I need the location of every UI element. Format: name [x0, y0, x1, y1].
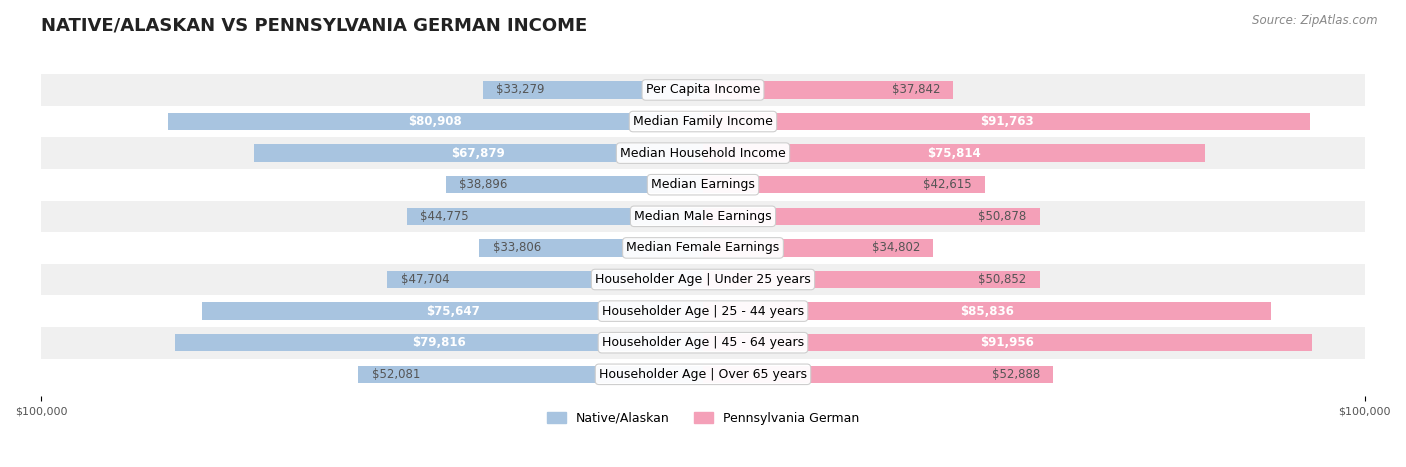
Text: $33,806: $33,806 [492, 241, 541, 255]
Text: $85,836: $85,836 [960, 304, 1014, 318]
Bar [703, 113, 1310, 130]
Bar [703, 366, 1053, 383]
Bar [703, 239, 934, 256]
Bar [41, 359, 1365, 390]
Bar [41, 327, 1365, 359]
Text: $34,802: $34,802 [872, 241, 920, 255]
Bar [359, 366, 703, 383]
Text: Median Household Income: Median Household Income [620, 147, 786, 160]
Text: $42,615: $42,615 [924, 178, 972, 191]
Text: $52,081: $52,081 [371, 368, 420, 381]
Bar [703, 208, 1039, 225]
Text: Source: ZipAtlas.com: Source: ZipAtlas.com [1253, 14, 1378, 27]
Text: $75,647: $75,647 [426, 304, 479, 318]
Text: $91,956: $91,956 [980, 336, 1035, 349]
Text: Householder Age | Under 25 years: Householder Age | Under 25 years [595, 273, 811, 286]
Bar [387, 271, 703, 288]
Text: Median Earnings: Median Earnings [651, 178, 755, 191]
Bar [41, 295, 1365, 327]
Text: Median Male Earnings: Median Male Earnings [634, 210, 772, 223]
Bar [703, 81, 953, 99]
Bar [41, 169, 1365, 200]
Text: Median Female Earnings: Median Female Earnings [627, 241, 779, 255]
Text: $50,852: $50,852 [979, 273, 1026, 286]
Text: $38,896: $38,896 [458, 178, 508, 191]
Bar [406, 208, 703, 225]
Bar [446, 176, 703, 193]
Text: $91,763: $91,763 [980, 115, 1033, 128]
Text: $33,279: $33,279 [496, 84, 544, 96]
Text: Householder Age | Over 65 years: Householder Age | Over 65 years [599, 368, 807, 381]
Bar [41, 137, 1365, 169]
Bar [174, 334, 703, 351]
Bar [703, 334, 1312, 351]
Text: $47,704: $47,704 [401, 273, 449, 286]
Text: $80,908: $80,908 [408, 115, 463, 128]
Text: $79,816: $79,816 [412, 336, 465, 349]
Text: Per Capita Income: Per Capita Income [645, 84, 761, 96]
Text: $67,879: $67,879 [451, 147, 505, 160]
Text: NATIVE/ALASKAN VS PENNSYLVANIA GERMAN INCOME: NATIVE/ALASKAN VS PENNSYLVANIA GERMAN IN… [41, 16, 588, 35]
Bar [41, 200, 1365, 232]
Bar [41, 74, 1365, 106]
Text: $37,842: $37,842 [891, 84, 941, 96]
Text: $44,775: $44,775 [420, 210, 468, 223]
Text: Householder Age | 25 - 44 years: Householder Age | 25 - 44 years [602, 304, 804, 318]
Bar [41, 106, 1365, 137]
Text: Householder Age | 45 - 64 years: Householder Age | 45 - 64 years [602, 336, 804, 349]
Bar [482, 81, 703, 99]
Text: $52,888: $52,888 [991, 368, 1040, 381]
Bar [703, 176, 986, 193]
Bar [479, 239, 703, 256]
Text: $50,878: $50,878 [979, 210, 1026, 223]
Text: $75,814: $75,814 [927, 147, 981, 160]
Bar [703, 303, 1271, 320]
Text: Median Family Income: Median Family Income [633, 115, 773, 128]
Bar [41, 232, 1365, 264]
Bar [254, 144, 703, 162]
Bar [703, 144, 1205, 162]
Bar [202, 303, 703, 320]
Bar [41, 264, 1365, 295]
Legend: Native/Alaskan, Pennsylvania German: Native/Alaskan, Pennsylvania German [541, 407, 865, 430]
Bar [703, 271, 1039, 288]
Bar [167, 113, 703, 130]
